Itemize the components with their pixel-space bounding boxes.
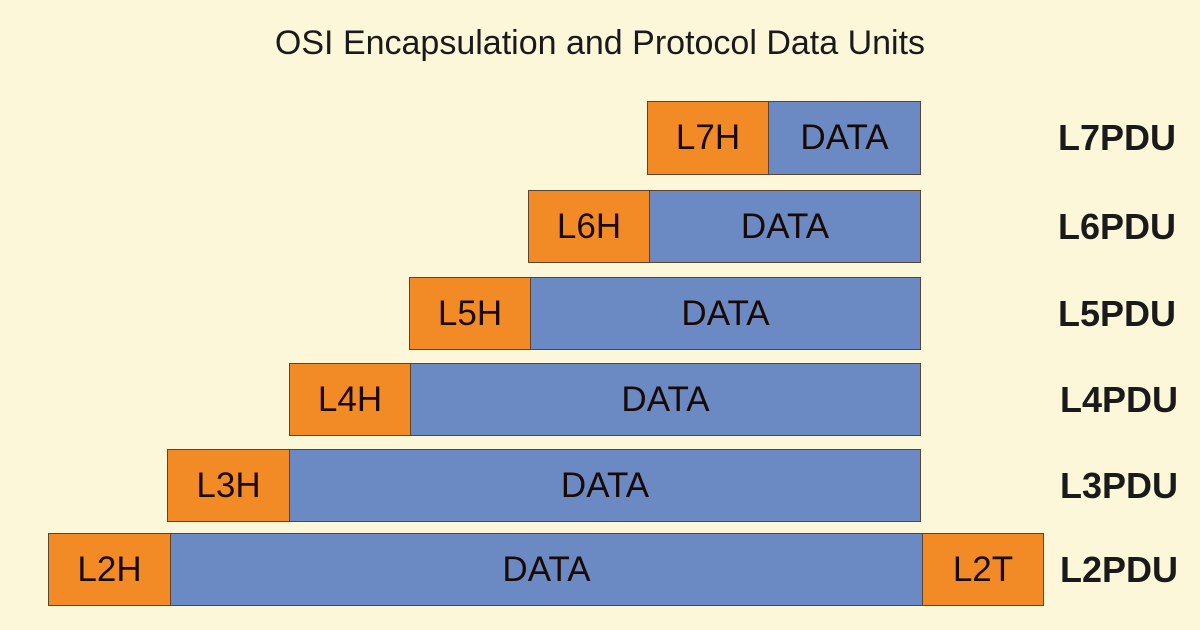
l4-pdu-label: L4PDU: [1060, 378, 1179, 420]
l6-header: L6H: [528, 190, 650, 263]
l2-pdu-label: L2PDU: [1060, 548, 1179, 590]
l4-header: L4H: [289, 363, 411, 436]
l5-pdu-label: L5PDU: [1058, 292, 1177, 334]
l2-data: DATA: [170, 533, 923, 606]
diagram-title: OSI Encapsulation and Protocol Data Unit…: [274, 24, 926, 62]
l6-data: DATA: [649, 190, 921, 263]
l2-trailer: L2T: [922, 533, 1044, 606]
l2-header: L2H: [48, 533, 171, 606]
l5-header: L5H: [409, 277, 531, 350]
l3-header: L3H: [167, 449, 290, 522]
l7-pdu-label: L7PDU: [1058, 117, 1177, 158]
l7-data: DATA: [768, 101, 921, 175]
l7-header: L7H: [647, 101, 769, 175]
l3-data: DATA: [289, 449, 921, 522]
l5-data: DATA: [530, 277, 921, 350]
l3-pdu-label: L3PDU: [1060, 464, 1179, 506]
l4-data: DATA: [410, 363, 921, 436]
l6-pdu-label: L6PDU: [1058, 205, 1177, 247]
